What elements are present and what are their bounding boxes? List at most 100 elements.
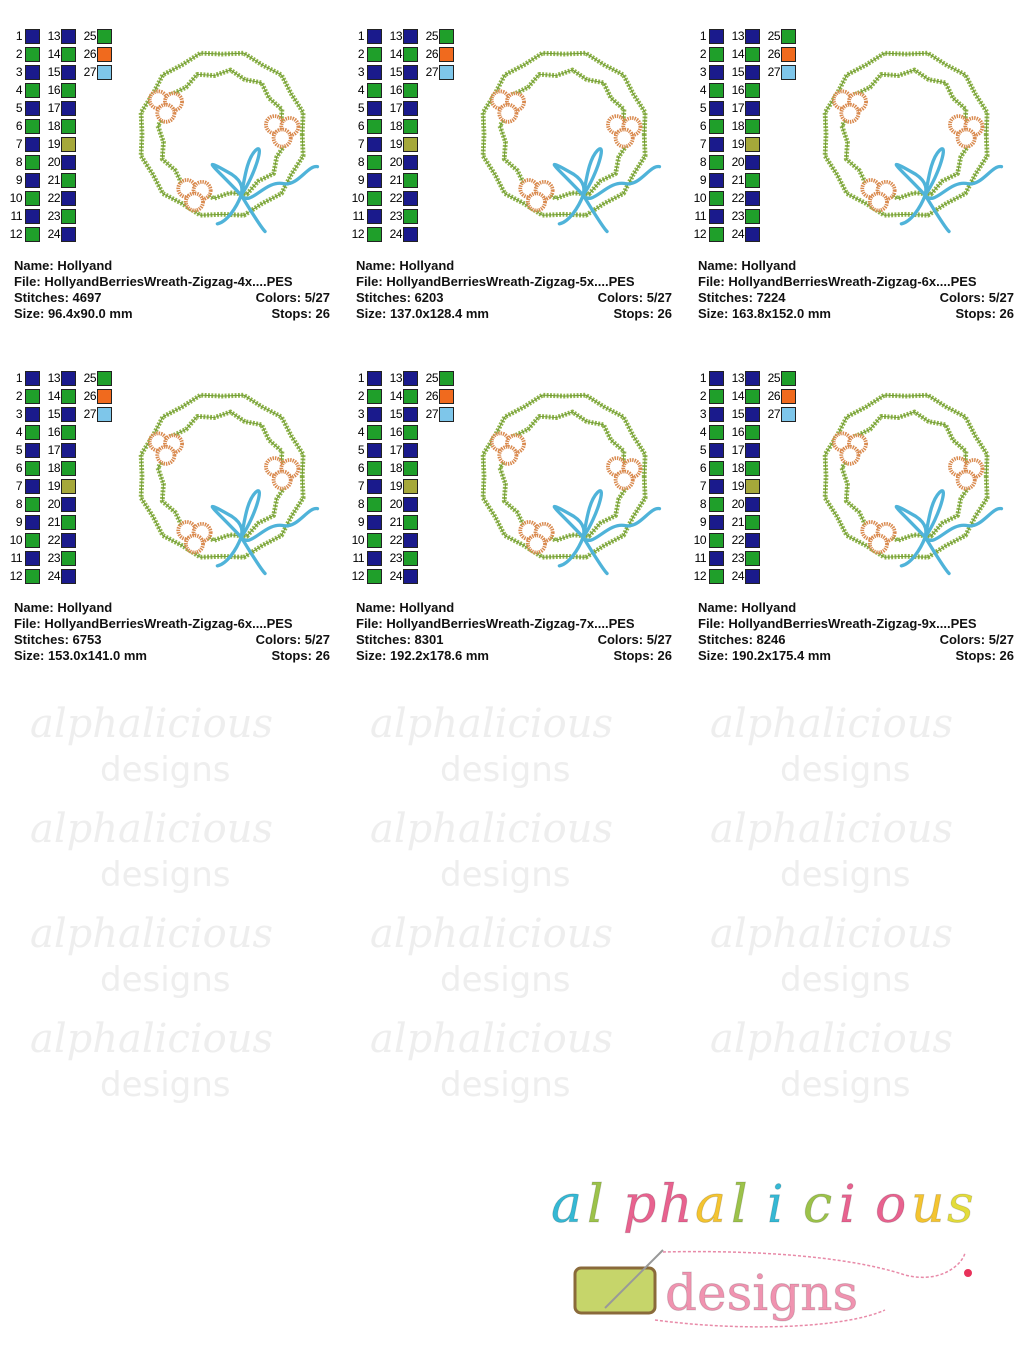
color-swatch (25, 65, 40, 80)
color-number: 11 (10, 551, 23, 565)
color-number: 6 (357, 119, 365, 133)
color-swatch (97, 407, 112, 422)
color-number: 24 (389, 227, 403, 241)
color-swatch (61, 155, 76, 170)
color-number: 27 (425, 65, 439, 79)
color-number: 13 (731, 371, 745, 385)
color-swatch (403, 101, 418, 116)
color-number: 14 (389, 389, 403, 403)
color-swatch (61, 209, 76, 224)
color-number: 24 (731, 569, 745, 583)
color-number: 9 (15, 173, 23, 187)
color-swatch (745, 533, 760, 548)
watermark-text: designs (780, 855, 911, 895)
design-panel[interactable]: 1 2 3 4 5 6 7 8 9 10 11 12 13 14 15 16 17 18 19 20 21 22 23 24 2… (694, 28, 1020, 348)
color-number: 18 (731, 461, 745, 475)
color-number: 18 (389, 461, 403, 475)
color-number: 3 (15, 407, 23, 421)
heart-icon (964, 1269, 972, 1277)
design-file: File: HollyandBerriesWreath-Zigzag-6x...… (698, 274, 977, 289)
design-stitches: Stitches: 8301 (356, 632, 444, 647)
color-number: 2 (15, 47, 23, 61)
color-number: 1 (15, 371, 23, 385)
color-swatch (61, 533, 76, 548)
color-number: 9 (357, 173, 365, 187)
watermark-text: designs (440, 960, 571, 1000)
watermark-text: alphalicious (710, 1016, 954, 1062)
design-name: Name: Hollyand (356, 600, 455, 615)
wreath-design-preview (480, 392, 662, 576)
color-swatch (403, 425, 418, 440)
color-number: 15 (389, 65, 403, 79)
design-colors: Colors: 5/27 (939, 290, 1014, 305)
watermark-text: alphalicious (30, 806, 274, 852)
design-colors: Colors: 5/27 (255, 290, 330, 305)
color-swatch (367, 443, 382, 458)
design-size: Size: 192.2x178.6 mm (356, 648, 489, 663)
color-number: 8 (357, 497, 365, 511)
design-info: Name: Hollyand File: HollyandBerriesWreat… (14, 600, 332, 664)
color-number: 11 (694, 209, 707, 223)
color-swatch (709, 443, 724, 458)
color-swatch (439, 389, 454, 404)
color-number: 11 (352, 209, 365, 223)
color-number: 4 (699, 425, 707, 439)
color-number: 16 (731, 425, 745, 439)
color-number: 7 (699, 137, 707, 151)
color-swatch (367, 497, 382, 512)
color-swatch (367, 137, 382, 152)
color-swatch (709, 389, 724, 404)
color-swatch (367, 101, 382, 116)
color-number: 23 (47, 209, 61, 223)
color-number: 19 (731, 137, 745, 151)
color-number: 22 (731, 191, 745, 205)
design-size: Size: 96.4x90.0 mm (14, 306, 133, 321)
color-number: 5 (357, 443, 365, 457)
design-name: Name: Hollyand (356, 258, 455, 273)
design-panel[interactable]: 1 2 3 4 5 6 7 8 9 10 11 12 13 14 15 16 17 18 19 20 21 22 23 24 2… (10, 370, 336, 690)
color-number: 25 (83, 29, 97, 43)
color-number: 21 (47, 173, 61, 187)
color-number: 10 (351, 191, 365, 205)
color-swatch (367, 83, 382, 98)
color-number: 3 (15, 65, 23, 79)
color-number: 9 (699, 173, 707, 187)
color-swatch (439, 29, 454, 44)
color-number: 2 (699, 389, 707, 403)
color-number: 3 (699, 65, 707, 79)
design-panel[interactable]: 1 2 3 4 5 6 7 8 9 10 11 12 13 14 15 16 17 18 19 20 21 22 23 24 2… (694, 370, 1020, 690)
color-swatch (403, 209, 418, 224)
color-number: 23 (389, 551, 403, 565)
design-size: Size: 163.8x152.0 mm (698, 306, 831, 321)
color-number: 21 (389, 515, 403, 529)
color-swatch (25, 461, 40, 476)
color-number: 22 (47, 533, 61, 547)
color-swatch (61, 515, 76, 530)
color-swatch (709, 101, 724, 116)
color-swatch (61, 389, 76, 404)
color-number: 15 (731, 407, 745, 421)
color-number: 24 (731, 227, 745, 241)
color-swatch (403, 119, 418, 134)
color-swatch (25, 101, 40, 116)
color-swatch (367, 551, 382, 566)
color-swatch (403, 569, 418, 584)
logo-letter: l (587, 1175, 604, 1235)
color-number: 23 (731, 551, 745, 565)
color-swatch (25, 479, 40, 494)
color-number: 17 (731, 443, 745, 457)
color-swatch (403, 65, 418, 80)
color-number: 10 (351, 533, 365, 547)
color-swatch (97, 47, 112, 62)
color-number: 13 (47, 29, 61, 43)
design-panel[interactable]: 1 2 3 4 5 6 7 8 9 10 11 12 13 14 15 16 17 18 19 20 21 22 23 24 2… (352, 370, 678, 690)
watermark-text: alphalicious (710, 806, 954, 852)
color-number: 23 (731, 209, 745, 223)
color-swatch (709, 371, 724, 386)
color-swatch (709, 425, 724, 440)
color-number: 7 (699, 479, 707, 493)
design-panel[interactable]: 1 2 3 4 5 6 7 8 9 10 11 12 13 14 15 16 17 18 19 20 21 22 23 24 2… (352, 28, 678, 348)
color-number: 6 (15, 119, 23, 133)
design-stops: Stops: 26 (271, 306, 330, 321)
design-panel[interactable]: 1 2 3 4 5 6 7 8 9 10 11 12 13 14 15 16 17 18 19 20 21 22 23 24 2… (10, 28, 336, 348)
